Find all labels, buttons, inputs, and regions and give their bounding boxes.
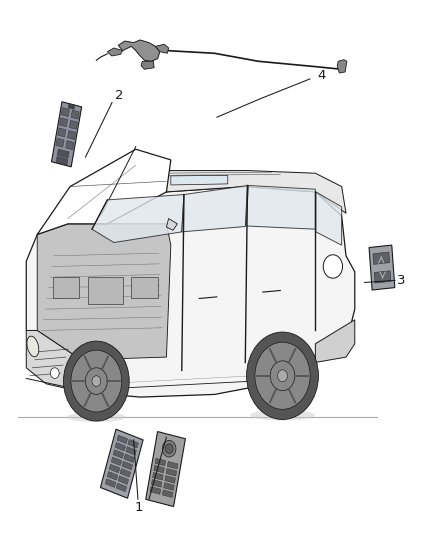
Polygon shape (71, 110, 79, 119)
Polygon shape (57, 149, 69, 158)
Bar (88, 277, 123, 304)
Circle shape (64, 341, 129, 421)
Polygon shape (374, 271, 391, 283)
Polygon shape (109, 464, 120, 473)
Polygon shape (118, 476, 129, 484)
Polygon shape (373, 252, 389, 264)
Circle shape (270, 361, 295, 391)
Polygon shape (58, 128, 66, 137)
Polygon shape (116, 483, 127, 492)
Text: 2: 2 (115, 90, 124, 102)
Text: 3: 3 (397, 274, 406, 287)
Polygon shape (167, 462, 178, 469)
Polygon shape (337, 60, 347, 73)
Circle shape (165, 444, 173, 454)
Polygon shape (100, 429, 143, 498)
Polygon shape (52, 102, 81, 167)
Polygon shape (166, 469, 177, 476)
Polygon shape (162, 490, 173, 497)
Circle shape (85, 368, 107, 394)
Polygon shape (67, 131, 76, 140)
Polygon shape (68, 171, 346, 213)
Polygon shape (56, 156, 68, 165)
Polygon shape (26, 187, 355, 397)
Polygon shape (166, 219, 177, 230)
Polygon shape (118, 40, 160, 61)
Polygon shape (37, 224, 171, 360)
Polygon shape (154, 465, 164, 473)
Polygon shape (146, 432, 185, 506)
Polygon shape (163, 483, 174, 490)
Polygon shape (107, 48, 123, 56)
Polygon shape (66, 141, 74, 150)
Circle shape (92, 376, 101, 386)
Polygon shape (26, 330, 81, 392)
Polygon shape (105, 479, 116, 488)
Circle shape (255, 342, 310, 409)
Bar (131, 277, 158, 298)
Circle shape (50, 368, 59, 378)
Polygon shape (315, 320, 355, 362)
Polygon shape (182, 185, 247, 232)
Circle shape (278, 370, 287, 382)
Circle shape (162, 440, 176, 457)
Polygon shape (124, 454, 134, 463)
Polygon shape (165, 475, 176, 483)
Polygon shape (68, 103, 75, 109)
Circle shape (71, 350, 122, 412)
Polygon shape (92, 195, 184, 243)
Polygon shape (115, 442, 126, 451)
Polygon shape (122, 461, 133, 470)
Polygon shape (117, 435, 127, 443)
Text: 4: 4 (318, 69, 326, 82)
Polygon shape (152, 472, 163, 480)
Polygon shape (141, 61, 154, 69)
Text: 1: 1 (135, 501, 144, 514)
Polygon shape (61, 108, 69, 117)
Polygon shape (111, 457, 122, 465)
Ellipse shape (250, 410, 315, 421)
Circle shape (323, 255, 343, 278)
Polygon shape (113, 450, 124, 458)
Polygon shape (152, 480, 162, 487)
Polygon shape (369, 245, 395, 290)
Polygon shape (155, 458, 166, 466)
Polygon shape (60, 118, 67, 127)
Polygon shape (56, 138, 64, 147)
Polygon shape (126, 447, 136, 455)
Circle shape (247, 332, 318, 419)
Polygon shape (150, 487, 161, 494)
Polygon shape (171, 175, 228, 185)
Polygon shape (246, 185, 315, 229)
Polygon shape (155, 44, 169, 53)
Ellipse shape (27, 336, 39, 357)
Polygon shape (120, 469, 131, 477)
Polygon shape (37, 149, 171, 235)
Polygon shape (107, 472, 118, 480)
Polygon shape (69, 120, 78, 130)
Polygon shape (128, 439, 138, 448)
Bar (53, 277, 79, 298)
Polygon shape (316, 192, 342, 245)
Ellipse shape (67, 412, 126, 422)
